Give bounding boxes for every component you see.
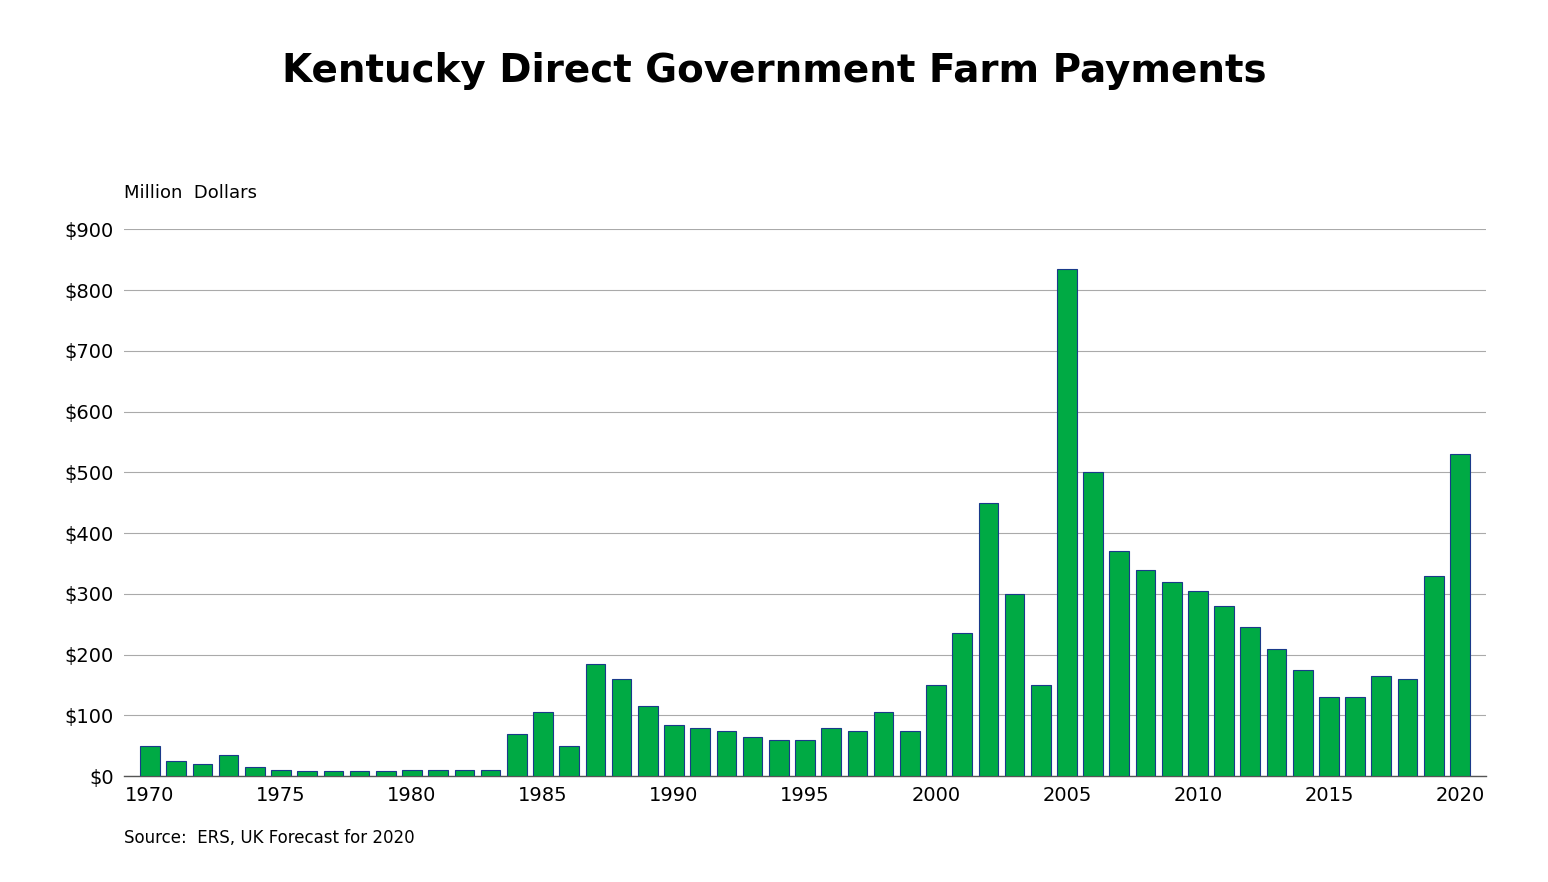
- Bar: [402, 770, 421, 776]
- Bar: [769, 740, 788, 776]
- Bar: [1398, 679, 1418, 776]
- Bar: [664, 724, 684, 776]
- Bar: [324, 771, 344, 776]
- Bar: [796, 740, 814, 776]
- Bar: [873, 713, 893, 776]
- Bar: [1319, 697, 1339, 776]
- Bar: [638, 706, 658, 776]
- Bar: [559, 746, 579, 776]
- Bar: [455, 770, 474, 776]
- Bar: [1372, 676, 1392, 776]
- Text: Kentucky Direct Government Farm Payments: Kentucky Direct Government Farm Payments: [282, 51, 1266, 90]
- Bar: [218, 755, 238, 776]
- Bar: [1345, 697, 1365, 776]
- Text: Source:  ERS, UK Forecast for 2020: Source: ERS, UK Forecast for 2020: [124, 829, 415, 847]
- Bar: [166, 761, 186, 776]
- Bar: [141, 746, 159, 776]
- Bar: [376, 771, 396, 776]
- Bar: [271, 770, 291, 776]
- Bar: [1084, 473, 1102, 776]
- Bar: [1450, 454, 1469, 776]
- Bar: [1005, 594, 1025, 776]
- Bar: [1136, 570, 1155, 776]
- Bar: [952, 633, 972, 776]
- Bar: [1240, 627, 1260, 776]
- Bar: [822, 728, 841, 776]
- Bar: [481, 770, 500, 776]
- Bar: [1214, 606, 1234, 776]
- Bar: [1424, 576, 1443, 776]
- Bar: [1266, 648, 1286, 776]
- Bar: [192, 764, 212, 776]
- Bar: [1057, 269, 1077, 776]
- Bar: [743, 736, 762, 776]
- Bar: [245, 767, 265, 776]
- Bar: [297, 771, 317, 776]
- Bar: [690, 728, 711, 776]
- Text: Million  Dollars: Million Dollars: [124, 184, 257, 202]
- Bar: [847, 730, 867, 776]
- Bar: [717, 730, 737, 776]
- Bar: [926, 685, 946, 776]
- Bar: [978, 503, 998, 776]
- Bar: [1163, 582, 1181, 776]
- Bar: [1031, 685, 1051, 776]
- Bar: [1110, 551, 1128, 776]
- Bar: [1187, 591, 1207, 776]
- Bar: [611, 679, 632, 776]
- Bar: [350, 771, 370, 776]
- Bar: [429, 770, 447, 776]
- Bar: [506, 734, 526, 776]
- Bar: [899, 730, 920, 776]
- Bar: [1293, 669, 1313, 776]
- Bar: [585, 664, 605, 776]
- Bar: [533, 713, 553, 776]
